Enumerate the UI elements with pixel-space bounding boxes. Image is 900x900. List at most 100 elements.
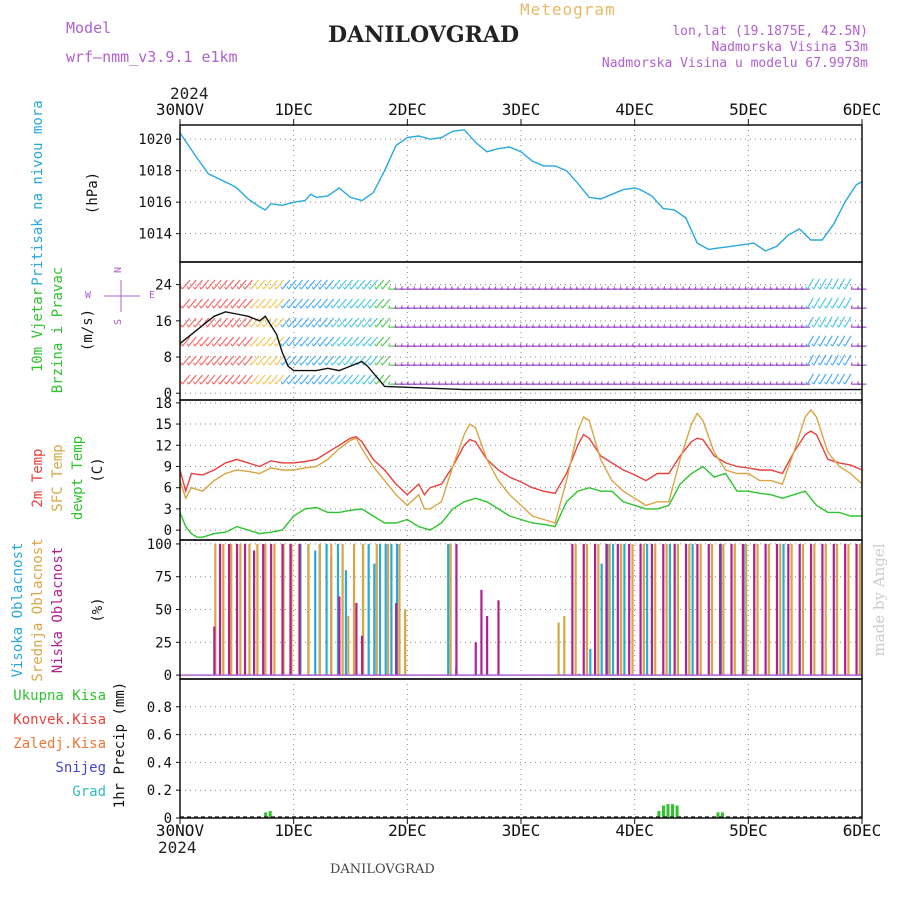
wind-barb-flag — [349, 305, 352, 309]
wind-barb — [181, 374, 191, 385]
bar-cloud-2 — [338, 596, 341, 676]
wind-barb — [356, 317, 366, 328]
wind-barb-flag — [781, 362, 784, 366]
wind-barb — [288, 374, 297, 385]
wind-barb-flag — [438, 343, 441, 347]
wind-barb — [206, 298, 216, 309]
wind-barb-flag — [594, 324, 597, 328]
wind-barb-flag — [731, 305, 734, 309]
bar-cloud-2 — [809, 543, 813, 676]
wind-barb-flag — [850, 324, 853, 328]
wind-barb-flag — [538, 305, 541, 309]
wind-barb — [188, 336, 197, 347]
wind-barb-flag — [769, 324, 772, 328]
wind-barb — [225, 317, 235, 328]
wind-barb-flag — [367, 381, 371, 385]
wind-barb-flag — [631, 343, 634, 347]
wind-barb-flag — [788, 286, 791, 290]
wind-barb-flag — [781, 286, 784, 290]
wind-barb — [838, 316, 846, 328]
wind-barb-flag — [224, 286, 227, 290]
wind-barb-flag — [836, 305, 840, 309]
bar-cloud-0 — [782, 543, 785, 676]
wind-barb-flag — [367, 324, 371, 328]
wind-barb-flag — [519, 286, 522, 290]
bar-cloud-2 — [243, 543, 247, 676]
wind-barb-flag — [500, 381, 503, 385]
bar-cloud-2 — [730, 543, 733, 676]
wind-barb-flag — [823, 343, 827, 347]
wind-barb — [375, 374, 385, 385]
wind-barb-flag — [531, 324, 534, 328]
wind-barb-flag — [406, 324, 409, 328]
wind-barb — [231, 279, 241, 290]
wind-barb-flag — [588, 286, 591, 290]
wind-barb-flag — [280, 324, 283, 328]
wind-barb-flag — [650, 324, 653, 328]
wind-barb-flag — [500, 305, 503, 309]
wind-barb-flag — [731, 324, 734, 328]
wind-barb — [238, 279, 247, 290]
wind-barb-flag — [317, 343, 321, 347]
wind-barb-flag — [456, 362, 459, 366]
wind-barb-flag — [763, 286, 766, 290]
wind-barb-flag — [805, 362, 808, 366]
wind-barb-flag — [324, 324, 327, 328]
wind-barb-flag — [336, 286, 340, 290]
wind-barb-flag — [811, 362, 815, 366]
wind-barb — [331, 298, 341, 309]
wind-barb-flag — [305, 305, 308, 309]
wind-barb-flag — [713, 324, 716, 328]
wind-barb — [231, 374, 241, 385]
wind-barb-flag — [249, 362, 252, 366]
wind-barb — [300, 336, 310, 347]
bar-cloud-1 — [745, 543, 748, 676]
wind-barb-flag — [836, 324, 840, 328]
wind-barb-flag — [431, 381, 434, 385]
wind-barb-flag — [788, 343, 791, 347]
wind-barb-flag — [750, 286, 753, 290]
wind-barb — [338, 374, 347, 385]
wind-barb-flag — [513, 286, 516, 290]
wind-barb — [819, 297, 827, 309]
wind-barb-flag — [450, 324, 453, 328]
series-line-temperature-0 — [179, 430, 863, 496]
wind-barb — [350, 298, 360, 309]
wind-barb-flag — [519, 324, 522, 328]
bar-cloud-1 — [256, 543, 259, 676]
wind-barb-flag — [763, 324, 766, 328]
wind-barb-flag — [292, 324, 296, 328]
wind-barb — [831, 297, 839, 309]
wind-barb-flag — [361, 324, 365, 328]
wind-barb-flag — [342, 381, 346, 385]
wind-barb — [181, 279, 191, 290]
wind-barb-flag — [700, 362, 703, 366]
wind-barb — [825, 297, 833, 309]
x-tick-label-top: 3DEC — [502, 100, 541, 119]
wind-barb-flag — [469, 381, 472, 385]
wind-barb — [344, 336, 353, 347]
bar-cloud-1 — [585, 543, 589, 676]
wind-barb-flag — [763, 343, 766, 347]
wind-barb — [181, 317, 191, 328]
wind-barb-flag — [217, 286, 221, 290]
bar-cloud-1 — [230, 543, 233, 676]
wind-barb-flag — [336, 343, 340, 347]
wind-barb-flag — [274, 286, 277, 290]
wind-barb — [238, 355, 247, 366]
wind-barb — [225, 298, 235, 309]
wind-barb-flag — [406, 305, 409, 309]
y-tick-label-precip: 0.2 — [147, 783, 172, 799]
wind-barb-flag — [186, 362, 189, 366]
wind-barb-flag — [613, 305, 616, 309]
wind-barb-flag — [317, 324, 321, 328]
wind-barb — [244, 336, 253, 347]
wind-barb — [375, 279, 385, 290]
model-altitude: Nadmorska Visina u modelu 67.9978m — [601, 56, 868, 71]
wind-barb-flag — [650, 381, 653, 385]
year-bottom: 2024 — [158, 838, 197, 857]
watermark: made by Angel — [870, 543, 888, 656]
wind-barb — [806, 335, 814, 347]
wind-barb-flag — [394, 286, 397, 290]
wind-barb-flag — [811, 381, 815, 385]
